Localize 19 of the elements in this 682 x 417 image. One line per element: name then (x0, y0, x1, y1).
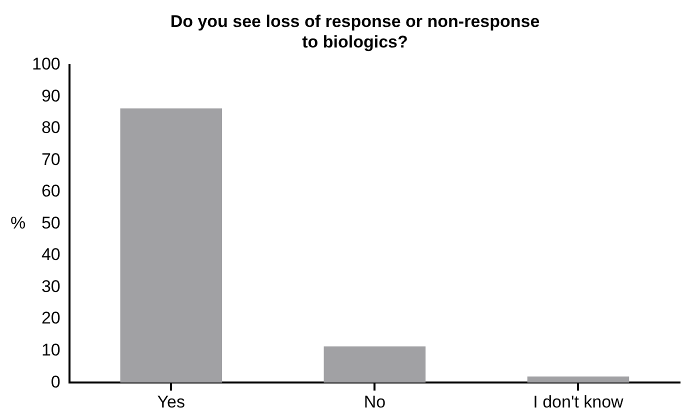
x-tick-label: No (364, 392, 386, 412)
x-tick-label: I don't know (533, 392, 624, 412)
y-tick-label: 0 (50, 372, 60, 392)
bar (324, 346, 426, 383)
y-tick-label: 40 (41, 245, 60, 264)
y-tick-label: 80 (41, 118, 60, 138)
y-tick-label: 90 (41, 86, 60, 106)
y-tick-label: 100 (32, 54, 60, 74)
y-tick-label: 70 (41, 150, 60, 169)
bar (120, 108, 222, 383)
y-axis-title: % (10, 213, 26, 232)
y-tick-label: 50 (41, 213, 60, 232)
bar (527, 376, 630, 383)
x-tick-label: Yes (157, 392, 186, 412)
y-tick-label: 60 (41, 182, 60, 201)
y-tick-label: 10 (41, 340, 60, 360)
y-tick-label: 30 (41, 276, 60, 296)
y-tick-label: 20 (41, 308, 60, 328)
chart-title: Do you see loss of response or non-response to biologics? (170, 12, 540, 52)
